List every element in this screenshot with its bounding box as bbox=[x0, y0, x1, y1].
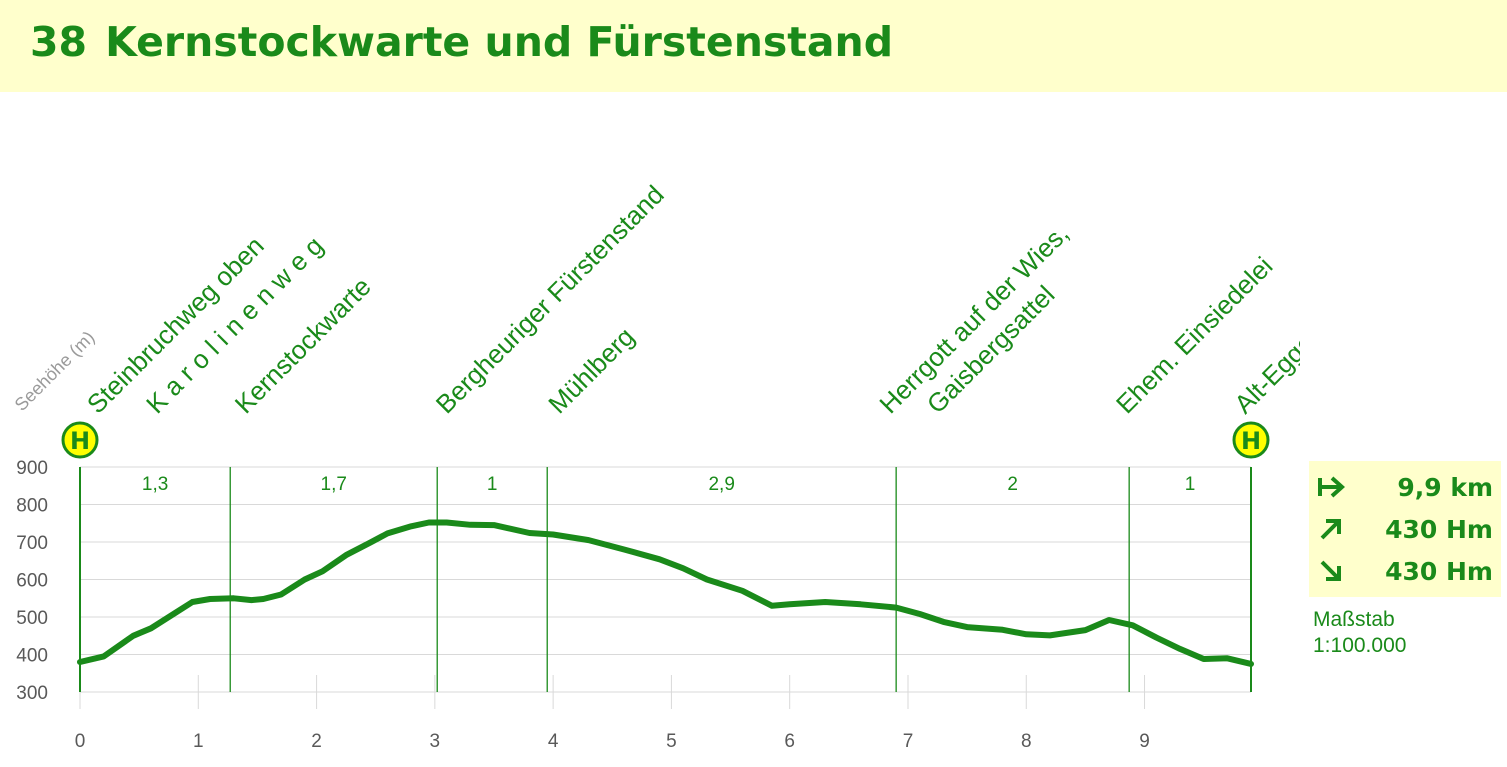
page-title: 38 Kernstockwarte und Fürstenstand bbox=[30, 18, 893, 66]
x-tick-label: 5 bbox=[666, 731, 677, 752]
segment-length-label: 2,9 bbox=[708, 474, 734, 495]
arrow-up-right-icon bbox=[1317, 515, 1347, 549]
route-title: Kernstockwarte und Fürstenstand bbox=[105, 18, 894, 66]
y-tick-label: 900 bbox=[16, 458, 48, 479]
y-tick-label: 700 bbox=[16, 533, 48, 554]
segment-length-label: 1 bbox=[487, 474, 498, 495]
distance-row: 9,9 km bbox=[1309, 473, 1501, 513]
x-tick-label: 8 bbox=[1021, 731, 1032, 752]
y-tick-label: 500 bbox=[16, 608, 48, 629]
segment-length-label: 2 bbox=[1007, 474, 1018, 495]
title-bar: 38 Kernstockwarte und Fürstenstand bbox=[0, 0, 1507, 92]
arrow-down-right-icon bbox=[1317, 557, 1347, 591]
x-tick-label: 4 bbox=[548, 731, 559, 752]
y-tick-label: 800 bbox=[16, 496, 48, 517]
waypoint-label: Herrgott auf der Wies, bbox=[873, 218, 1074, 419]
distance-value: 9,9 km bbox=[1397, 473, 1493, 502]
route-number: 38 bbox=[30, 18, 88, 66]
scale-label: Maßstab bbox=[1313, 608, 1395, 631]
y-tick-label: 600 bbox=[16, 571, 48, 592]
x-tick-label: 3 bbox=[430, 731, 441, 752]
segment-length-label: 1,3 bbox=[142, 474, 168, 495]
x-tick-label: 9 bbox=[1139, 731, 1150, 752]
scale-info: Maßstab 1:100.000 bbox=[1313, 607, 1406, 659]
x-tick-label: 0 bbox=[75, 731, 86, 752]
x-tick-label: 2 bbox=[311, 731, 322, 752]
x-tick-label: 7 bbox=[903, 731, 914, 752]
x-tick-label: 1 bbox=[193, 731, 204, 752]
waypoint-label: Mühlberg bbox=[542, 321, 640, 419]
ascent-value: 430 Hm bbox=[1385, 515, 1493, 544]
waypoint-label: Bergheuriger Fürstenstand bbox=[430, 179, 670, 419]
ascent-row: 430 Hm bbox=[1309, 515, 1501, 555]
bus-stop-letter: H bbox=[1241, 427, 1261, 455]
scale-value: 1:100.000 bbox=[1313, 634, 1407, 657]
segment-length-label: 1 bbox=[1185, 474, 1196, 495]
elevation-profile-line bbox=[77, 519, 1254, 667]
bus-stop-icon bbox=[61, 421, 99, 459]
bus-stop-icon bbox=[1232, 421, 1270, 459]
x-tick-label: 6 bbox=[784, 731, 795, 752]
segment-length-label: 1,7 bbox=[321, 474, 347, 495]
arrow-right-bar-icon bbox=[1317, 473, 1347, 507]
elevation-profile-chart: 300 400 500 600 700 800 900 0 1 2 3 4 5 6 7 8 9 1,3 1,7 1 2,… bbox=[11, 179, 1300, 752]
bus-stop-letter: H bbox=[70, 427, 90, 455]
descent-row: 430 Hm bbox=[1309, 557, 1501, 597]
descent-value: 430 Hm bbox=[1385, 557, 1493, 586]
stats-box: 9,9 km 430 Hm 430 Hm bbox=[1309, 461, 1501, 597]
y-tick-label: 300 bbox=[16, 683, 48, 704]
y-tick-label: 400 bbox=[16, 646, 48, 667]
